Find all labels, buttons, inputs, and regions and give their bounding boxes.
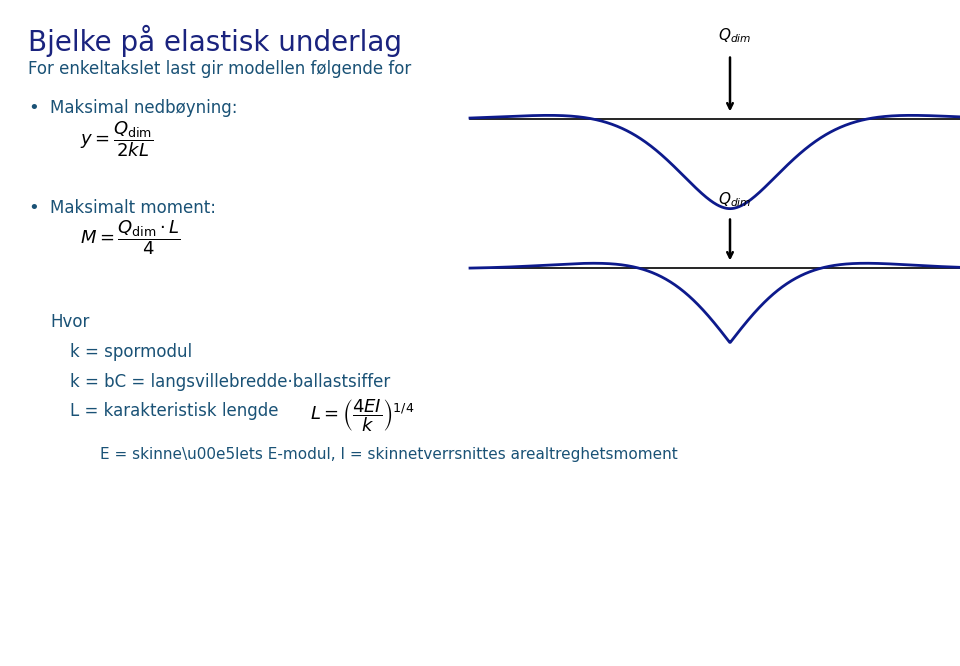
Text: •: •	[28, 198, 38, 216]
Text: E = skinne\u00e5lets E-modul, I = skinnetverrsnittes arealtreghetsmoment: E = skinne\u00e5lets E-modul, I = skinne…	[100, 447, 678, 462]
Text: k = bC = langsvillebredde·ballastsiffer: k = bC = langsvillebredde·ballastsiffer	[70, 372, 391, 390]
Text: Maksimal nedbøyning:: Maksimal nedbøyning:	[50, 99, 237, 117]
Text: For enkeltakslet last gir modellen følgende for: For enkeltakslet last gir modellen følge…	[28, 60, 411, 78]
Text: SINTEF: SINTEF	[60, 627, 132, 645]
Text: k = spormodul: k = spormodul	[70, 343, 192, 361]
Text: Bjelke på elastisk underlag: Bjelke på elastisk underlag	[28, 25, 402, 57]
Text: 8: 8	[930, 627, 942, 645]
Text: •: •	[28, 99, 38, 117]
Text: $M = \dfrac{Q_{\mathrm{dim}} \cdot L}{4}$: $M = \dfrac{Q_{\mathrm{dim}} \cdot L}{4}…	[80, 218, 180, 257]
Text: $Q_{dim}$: $Q_{dim}$	[718, 26, 752, 45]
Text: Maksimalt moment:: Maksimalt moment:	[50, 198, 216, 216]
Text: L = karakteristisk lengde: L = karakteristisk lengde	[70, 402, 278, 420]
Text: $y = \dfrac{Q_{\mathrm{dim}}}{2kL}$: $y = \dfrac{Q_{\mathrm{dim}}}{2kL}$	[80, 119, 154, 159]
Text: Hvor: Hvor	[50, 313, 89, 331]
Text: $Q_{dim}$: $Q_{dim}$	[718, 190, 752, 208]
Text: $L = \left(\dfrac{4EI}{k}\right)^{1/4}$: $L = \left(\dfrac{4EI}{k}\right)^{1/4}$	[310, 398, 415, 434]
Text: SINTEF Byggforsk: SINTEF Byggforsk	[760, 627, 927, 645]
